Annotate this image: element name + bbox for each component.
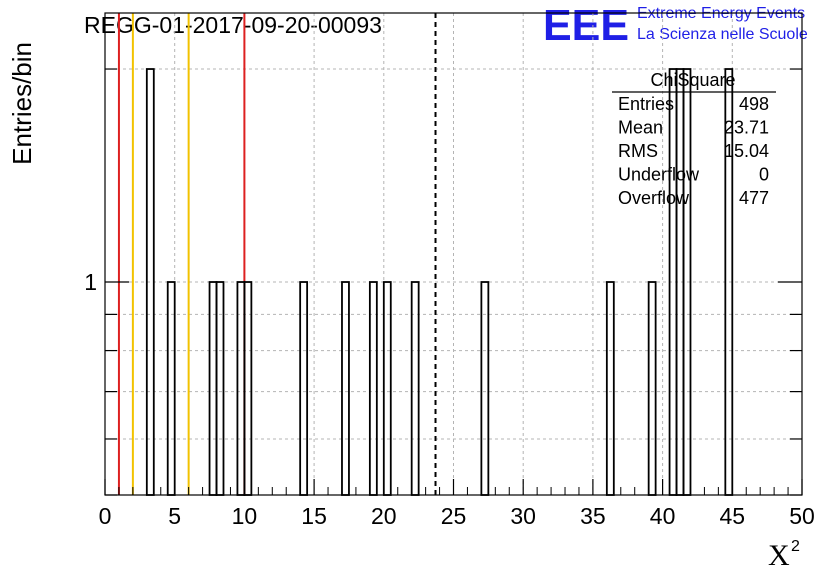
reference-lines [117, 13, 437, 495]
stats-label: Mean [618, 118, 663, 138]
x-axis-title-superscript: 2 [791, 538, 800, 555]
stats-label: Overflow [618, 188, 690, 208]
x-axis-title: X [768, 539, 790, 572]
x-tick-label: 45 [720, 503, 746, 529]
stats-value: 0 [759, 165, 769, 185]
tick-labels: 0 5 10 15 20 25 30 35 40 45 50 1 [84, 269, 815, 529]
stats-box: ChiSquare Entries 498 Mean 23.71 RMS 15.04 Und… [612, 70, 776, 208]
brand-line-2: La Scienza nelle Scuole [637, 26, 808, 43]
eee-logo: EEE [543, 1, 629, 50]
stats-value: 477 [739, 188, 769, 208]
x-tick-label: 20 [371, 503, 397, 529]
stats-value: 23.71 [724, 118, 769, 138]
y-axis-title: Entries/bin [7, 42, 37, 165]
stats-rows: Entries 498 Mean 23.71 RMS 15.04 Underflow 0 Ove… [618, 94, 769, 208]
stats-label: RMS [618, 141, 658, 161]
stats-value: 15.04 [724, 141, 769, 161]
stats-label: Underflow [618, 165, 700, 185]
stats-value: 498 [739, 94, 769, 114]
x-tick-label: 40 [650, 503, 676, 529]
y-tick-label: 1 [84, 269, 97, 295]
stats-label: Entries [618, 94, 674, 114]
grid-lines [105, 13, 802, 495]
x-tick-label: 0 [99, 503, 112, 529]
x-tick-label: 25 [441, 503, 467, 529]
x-tick-label: 10 [232, 503, 258, 529]
x-tick-label: 35 [580, 503, 606, 529]
chart-title: REGG-01-2017-09-20-00093 [84, 12, 382, 38]
plot-frame [104, 12, 803, 496]
x-tick-label: 5 [168, 503, 181, 529]
stats-title: ChiSquare [650, 70, 735, 90]
x-tick-label: 15 [301, 503, 327, 529]
x-tick-label: 50 [789, 503, 815, 529]
x-tick-label: 30 [510, 503, 536, 529]
